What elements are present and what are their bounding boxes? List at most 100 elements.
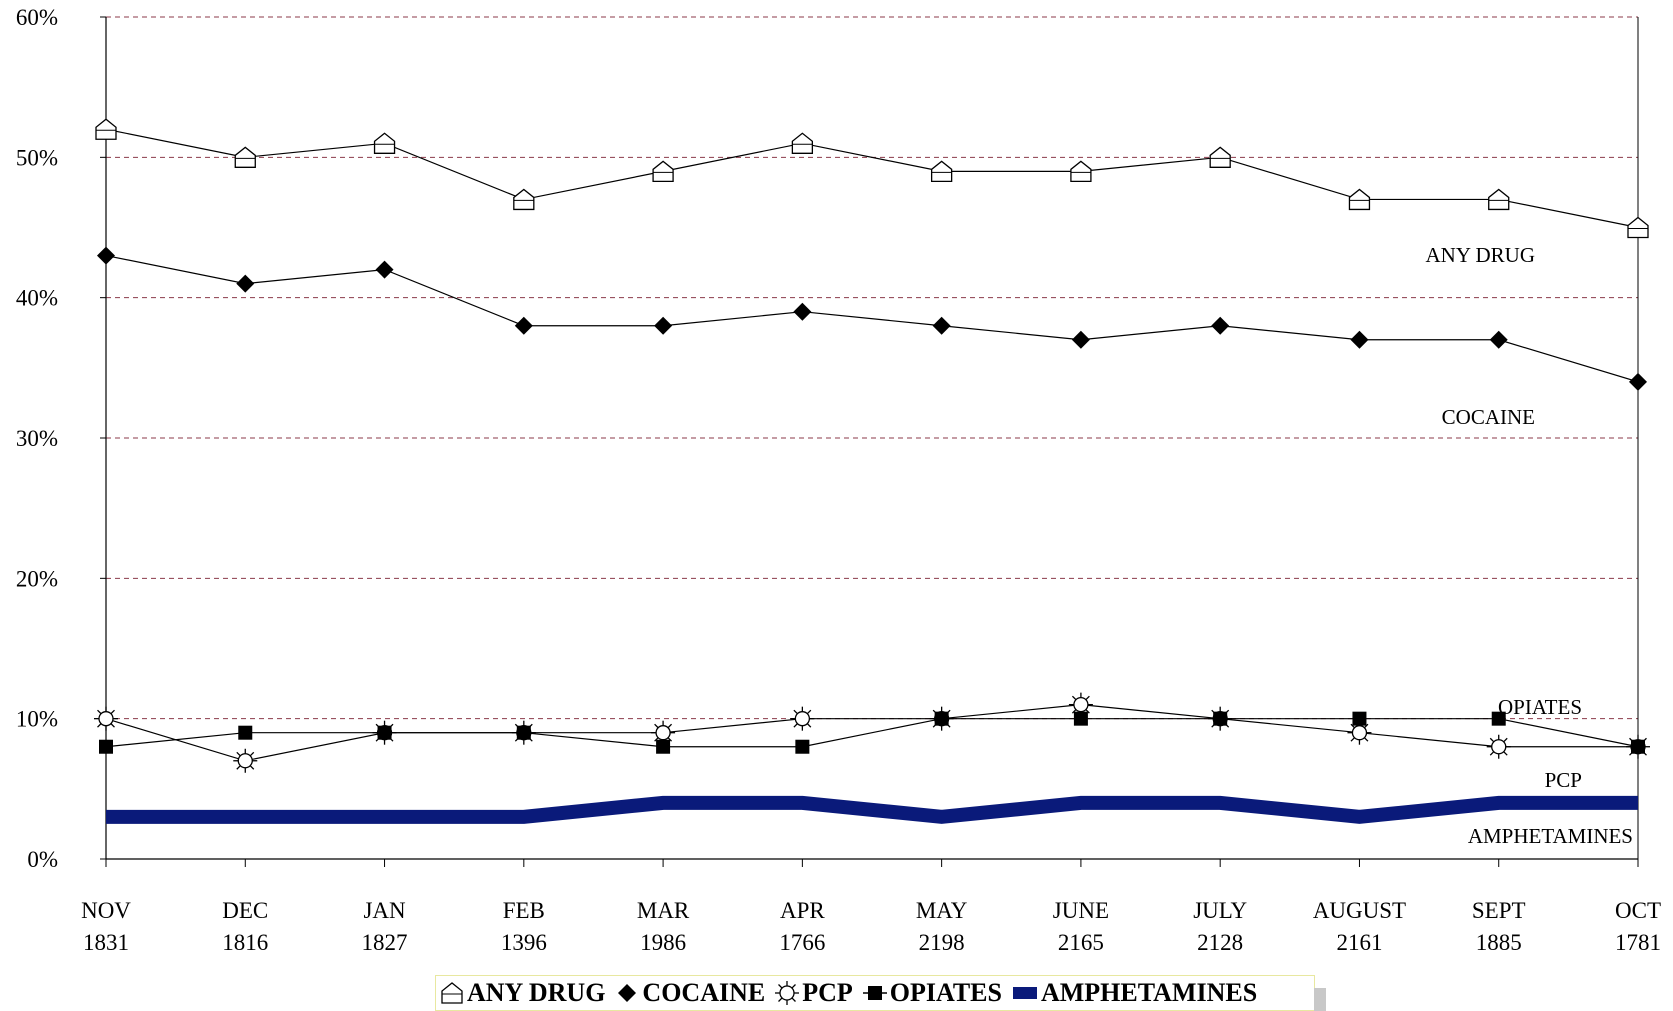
house-marker-shape (791, 132, 814, 154)
data-point-any-drug (930, 160, 953, 183)
legend-item-any-drug: ANY DRUG (440, 978, 605, 1008)
series-line-cocaine (105, 254, 1639, 383)
legend-icon-amphetamines (1012, 987, 1037, 999)
y-tick-label: 30% (16, 426, 58, 451)
x-tick-label: AUGUST (1313, 898, 1406, 923)
square-marker-shape (516, 725, 531, 740)
data-point-any-drug (1627, 216, 1649, 239)
legend-item-pcp: PCP (775, 978, 853, 1008)
x-tick-label: DEC (222, 898, 268, 923)
diamond-marker-shape (932, 316, 951, 335)
data-point-any-drug (1209, 146, 1231, 168)
series-amphetamines (106, 795, 1638, 824)
data-point-opiates (795, 739, 810, 754)
legend-label-cocaine: COCAINE (642, 978, 766, 1007)
data-point-cocaine (793, 302, 812, 321)
house-marker-shape (1627, 216, 1649, 239)
sun-marker-ray (1503, 751, 1508, 756)
data-point-opiates (1213, 711, 1228, 726)
house-marker-shape (234, 146, 256, 168)
data-point-cocaine (236, 274, 255, 293)
sun-marker-ray (778, 984, 783, 989)
data-point-cocaine (1071, 330, 1090, 349)
data-point-cocaine (97, 246, 115, 265)
data-point-cocaine (1489, 330, 1508, 349)
data-point-opiates (238, 725, 253, 740)
square-marker-shape (238, 725, 253, 740)
legend-icon-pcp (775, 981, 800, 1005)
legend-icon-cocaine (618, 984, 637, 1002)
series-labels: ANY DRUG COCAINE PCP OPIATES AMPHETAMINES (1426, 243, 1633, 848)
sun-marker-ray (1350, 723, 1355, 729)
data-point-pcp (651, 720, 676, 745)
sun-marker-ray (110, 723, 115, 728)
house-marker-shape (1488, 188, 1510, 211)
data-point-pcp (1347, 720, 1372, 745)
data-point-any-drug (513, 188, 535, 211)
legend-marker-opiates (867, 986, 882, 1000)
sun-marker-ray (791, 984, 797, 989)
y-tick-label: 60% (16, 5, 58, 30)
square-marker-shape (99, 739, 113, 754)
sun-marker-ray (791, 997, 797, 1002)
series-group (94, 118, 1650, 824)
legend-icon-any-drug (441, 982, 463, 1004)
house-marker-shape (1070, 160, 1092, 183)
data-point-cocaine (932, 316, 951, 335)
y-axis-ticks: 0% 10% 20% 30% 40% 50% 60% (16, 5, 106, 872)
x-axis-ticks: NOV 1831 DEC 1816 JAN 1827 FEB 1396 MAR 1986 APR 17… (81, 859, 1661, 955)
sun-marker-ray (249, 751, 255, 757)
sun-marker-ray (249, 765, 255, 770)
sun-marker-ray (1503, 737, 1508, 743)
sun-marker-ray (793, 709, 798, 715)
data-point-any-drug (373, 132, 396, 154)
x-tick-label: MAR (637, 898, 690, 923)
sun-marker-circle (779, 985, 795, 1001)
legend-label-pcp: PCP (802, 978, 853, 1007)
legend-item-amphetamines: AMPHETAMINES (1012, 978, 1257, 1008)
x-tick-count: 1885 (1476, 930, 1522, 955)
series-label-amphetamines: AMPHETAMINES (1468, 824, 1633, 848)
data-point-opiates (656, 739, 671, 754)
data-point-opiates (99, 739, 113, 754)
y-tick-label: 50% (16, 145, 58, 170)
data-point-any-drug (1070, 160, 1092, 183)
data-point-opiates (1491, 711, 1506, 726)
square-marker-shape (377, 725, 392, 740)
x-tick-count: 1816 (222, 930, 268, 955)
x-tick-count: 1781 (1615, 930, 1661, 955)
x-tick-label: FEB (503, 898, 545, 923)
legend-item-opiates: OPIATES (862, 978, 1002, 1008)
house-marker-shape (1348, 188, 1371, 211)
square-marker-shape (1073, 711, 1088, 726)
gridlines (106, 16, 1638, 720)
diamond-marker-shape (1071, 330, 1090, 349)
x-tick-label: NOV (81, 898, 131, 923)
sun-marker-ray (110, 709, 115, 715)
data-point-opiates (1073, 711, 1088, 726)
house-marker-shape (373, 132, 396, 154)
data-point-any-drug (652, 160, 674, 183)
series-label-opiates: OPIATES (1498, 695, 1582, 719)
y-tick-label: 10% (16, 707, 58, 732)
series-label-any-drug: ANY DRUG (1426, 243, 1535, 267)
sun-marker-ray (667, 737, 673, 742)
legend-shadow (1314, 988, 1326, 1011)
data-point-opiates (377, 725, 392, 740)
sun-marker-ray (1071, 695, 1077, 701)
x-tick-label: MAY (916, 898, 968, 923)
data-point-opiates (1631, 739, 1645, 754)
sun-marker-circle (1073, 696, 1089, 713)
x-tick-count: 2165 (1058, 930, 1104, 955)
sun-marker-ray (654, 723, 659, 729)
sun-marker-ray (236, 765, 241, 770)
sun-marker-ray (1489, 751, 1495, 756)
series-label-cocaine: COCAINE (1442, 405, 1535, 429)
square-marker-shape (795, 739, 810, 754)
legend-label-opiates: OPIATES (889, 978, 1002, 1007)
data-point-cocaine (514, 316, 533, 335)
y-tick-label: 0% (27, 847, 58, 872)
series-line-opiates (105, 718, 1639, 748)
sun-marker-ray (1085, 709, 1090, 714)
data-point-opiates (516, 725, 531, 740)
